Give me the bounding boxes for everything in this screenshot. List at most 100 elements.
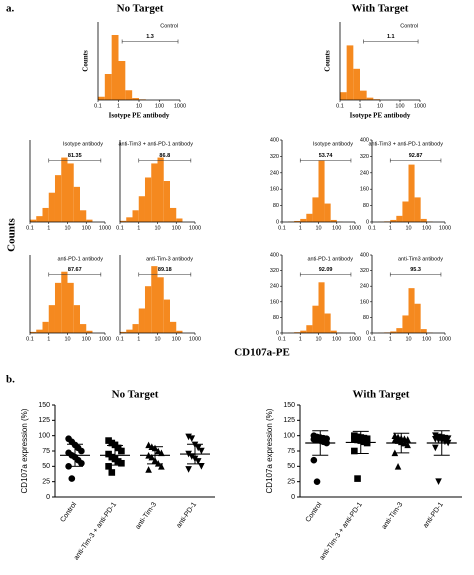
gate-value: 87.67 [68, 267, 82, 273]
x-tick-label: 1 [299, 225, 302, 231]
data-point [404, 436, 411, 443]
x-tick-label: 100 [422, 225, 431, 231]
y-tick-label: 125 [38, 417, 50, 424]
y-tick-label: 320 [360, 268, 369, 274]
x-tick-label: anti-Tim-3 [381, 501, 405, 531]
gate-value: 81.35 [68, 153, 82, 159]
histogram-bar [118, 61, 126, 100]
histogram-bar [312, 197, 319, 222]
y-tick-label: 75 [42, 448, 50, 455]
data-point [188, 453, 196, 460]
x-tick-label: 1000 [439, 336, 451, 342]
x-tick-label: Control [59, 501, 78, 524]
histogram-bar [138, 308, 145, 333]
histogram-title: anti-Tim3 + anti-PD-1 antibody [368, 141, 443, 147]
x-tick-label: 0.1 [116, 225, 124, 231]
data-point [148, 453, 156, 461]
histogram-bar [144, 286, 152, 333]
y-axis-label: CD107a expression (%) [265, 408, 274, 493]
y-tick-label: 400 [270, 137, 279, 143]
histogram-bar [163, 181, 170, 222]
x-tick-label: 10 [315, 336, 321, 342]
chart-title: With Target [353, 389, 410, 401]
y-tick-label: 400 [360, 252, 369, 258]
x-tick-label: 100 [155, 103, 164, 109]
x-tick-label: 10 [64, 225, 70, 231]
x-tick-label: 10 [64, 336, 70, 342]
x-tick-label: 1 [299, 336, 302, 342]
x-tick-label: 0.1 [368, 336, 376, 342]
histogram-bar [294, 220, 301, 222]
data-point [194, 444, 202, 452]
x-tick-label: 0.1 [26, 336, 34, 342]
x-tick-label: 10 [154, 336, 160, 342]
x-tick-label: 100 [82, 336, 91, 342]
y-tick-label: 240 [270, 170, 279, 176]
y-axis-label: CD107a expression (%) [20, 408, 29, 493]
y-tick-label: 240 [360, 170, 369, 176]
histogram-title: anti-PD-1 antibody [307, 256, 353, 262]
y-tick-label: 150 [38, 402, 50, 409]
histogram-bar [390, 331, 397, 333]
histogram-bar [408, 288, 415, 333]
data-point [154, 459, 162, 467]
x-tick-label: 1 [117, 103, 120, 109]
histogram-bar [396, 328, 403, 333]
data-point [158, 449, 165, 457]
x-tick-label: 100 [172, 336, 181, 342]
y-tick-label: 50 [287, 463, 295, 470]
x-tick-label: 100 [172, 225, 181, 231]
panel-label: b. [6, 374, 15, 386]
histogram-bar [42, 321, 49, 333]
histogram-bar [30, 331, 37, 333]
histogram-bar [402, 201, 409, 222]
histogram-title: anti-PD-1 antibody [57, 256, 103, 262]
x-axis-label: CD107a-PE [234, 347, 290, 359]
histogram-bar [132, 98, 139, 100]
histogram-bar [330, 219, 337, 222]
y-tick-label: 240 [360, 284, 369, 290]
histogram-bar [48, 305, 55, 333]
histogram-bar [360, 90, 367, 100]
histogram-bar [340, 92, 347, 100]
x-tick-label: anti-Tim-3 + anti-PD-1 [73, 501, 118, 561]
data-point [313, 478, 321, 485]
x-tick-label: 0.1 [368, 225, 376, 231]
x-tick-label: 1 [47, 225, 50, 231]
data-point [185, 433, 192, 441]
x-tick-label: 1000 [99, 225, 111, 231]
data-point [158, 463, 165, 470]
gate-value: 53.74 [319, 153, 334, 159]
histogram-bar [151, 266, 158, 333]
data-point [363, 439, 371, 447]
y-axis-label: Counts [324, 50, 332, 72]
data-point [108, 469, 116, 476]
y-axis-label: Counts [82, 50, 90, 72]
data-point [78, 447, 85, 455]
data-point [351, 447, 358, 455]
data-point [354, 475, 361, 482]
y-tick-label: 50 [42, 463, 50, 470]
histogram-bar [390, 219, 397, 222]
histogram-bar [318, 160, 325, 222]
x-tick-label: 0.1 [336, 103, 344, 109]
histogram-bar [366, 97, 374, 100]
x-tick-label: 0.1 [116, 336, 124, 342]
gate-value: 92.09 [319, 267, 333, 273]
histogram-bar [157, 157, 164, 222]
x-tick-label: 0.1 [278, 336, 286, 342]
x-tick-label: 1000 [99, 336, 111, 342]
histogram-title: Isotype antibody [63, 141, 103, 147]
y-tick-label: 80 [363, 315, 369, 321]
histogram-bar [346, 45, 354, 100]
x-tick-label: 1 [47, 336, 50, 342]
data-point [198, 447, 205, 455]
histogram-bar [132, 210, 139, 222]
x-tick-label: 100 [332, 336, 341, 342]
y-tick-label: 400 [270, 252, 279, 258]
gate-value: 95.3 [410, 267, 421, 273]
x-tick-label: 1 [389, 225, 392, 231]
x-tick-label: 100 [395, 103, 404, 109]
histogram-bar [86, 330, 93, 333]
gate-value: 1.3 [146, 34, 154, 40]
